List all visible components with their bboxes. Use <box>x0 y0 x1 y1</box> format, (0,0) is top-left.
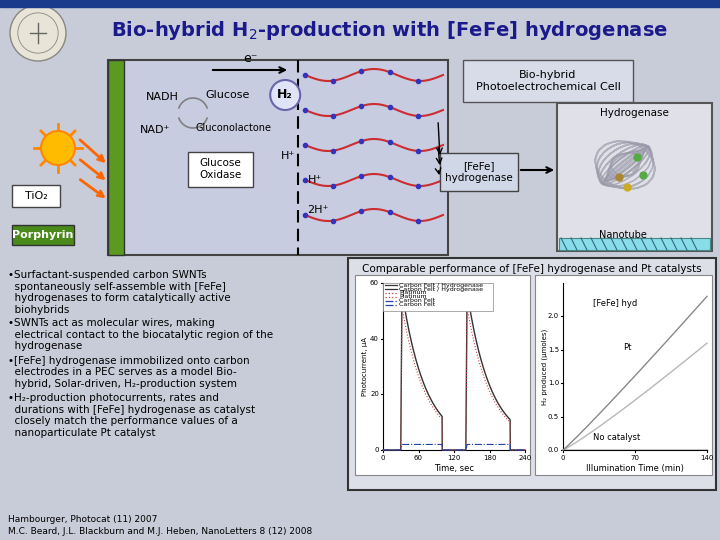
Text: •[FeFe] hydrogenase immobilized onto carbon
  electrodes in a PEC serves as a mo: •[FeFe] hydrogenase immobilized onto car… <box>8 355 250 389</box>
Text: 40: 40 <box>370 336 379 342</box>
Text: 2H⁺: 2H⁺ <box>307 205 329 215</box>
Bar <box>108 60 448 255</box>
Text: Glucose: Glucose <box>206 90 250 100</box>
Bar <box>559 238 710 250</box>
Text: 2.0: 2.0 <box>548 313 559 319</box>
Text: Comparable performance of [FeFe] hydrogenase and Pt catalysts: Comparable performance of [FeFe] hydroge… <box>362 264 702 274</box>
Text: No catalyst: No catalyst <box>593 434 640 442</box>
Bar <box>557 103 712 251</box>
Circle shape <box>41 131 75 165</box>
Text: 20: 20 <box>370 392 379 397</box>
Text: 120: 120 <box>447 455 461 461</box>
Text: 0.0: 0.0 <box>548 447 559 453</box>
Text: Bio-hybrid
Photoelectrochemical Cell: Bio-hybrid Photoelectrochemical Cell <box>476 70 621 92</box>
Bar <box>12 185 60 207</box>
Text: Platinum: Platinum <box>399 294 427 300</box>
Text: Nanotube: Nanotube <box>599 230 647 240</box>
Text: 0: 0 <box>374 447 379 453</box>
Bar <box>355 275 530 475</box>
Text: •SWNTs act as molecular wires, making
  electrical contact to the biocatalytic r: •SWNTs act as molecular wires, making el… <box>8 318 273 351</box>
Text: NADH: NADH <box>145 92 179 102</box>
Text: Porphyrin: Porphyrin <box>12 230 73 240</box>
Text: 1.0: 1.0 <box>548 380 559 386</box>
Text: 70: 70 <box>631 455 639 461</box>
Text: •H₂-production photocurrents, rates and
  durations with [FeFe] hydrogenase as c: •H₂-production photocurrents, rates and … <box>8 393 255 438</box>
Bar <box>348 258 716 490</box>
Text: Gluconolactone: Gluconolactone <box>195 123 271 133</box>
Text: TiO₂: TiO₂ <box>24 191 48 201</box>
Bar <box>108 60 124 255</box>
Text: 0: 0 <box>381 455 385 461</box>
Text: Illumination Time (min): Illumination Time (min) <box>586 464 684 473</box>
Bar <box>463 60 633 102</box>
Text: Platinum: Platinum <box>399 291 427 295</box>
Text: 140: 140 <box>701 455 714 461</box>
Text: 0: 0 <box>561 455 565 461</box>
Text: 1.5: 1.5 <box>548 347 559 353</box>
Circle shape <box>10 5 66 61</box>
Text: H⁺: H⁺ <box>308 175 322 185</box>
Text: 60: 60 <box>370 280 379 286</box>
Bar <box>12 225 74 245</box>
Text: Carbon Felt / Hydrogenase: Carbon Felt / Hydrogenase <box>399 287 483 292</box>
Bar <box>535 275 712 475</box>
Text: Carbon Felt: Carbon Felt <box>399 302 435 307</box>
Text: H₂: H₂ <box>277 89 293 102</box>
Text: H₂ produced (μmoles): H₂ produced (μmoles) <box>541 328 548 404</box>
Circle shape <box>270 80 300 110</box>
Text: Hydrogenase: Hydrogenase <box>600 108 669 118</box>
Text: •Surfactant-suspended carbon SWNTs
  spontaneously self-assemble with [FeFe]
  h: •Surfactant-suspended carbon SWNTs spont… <box>8 270 230 315</box>
Bar <box>440 153 518 191</box>
Text: 0.5: 0.5 <box>548 414 559 420</box>
Text: 60: 60 <box>414 455 423 461</box>
Text: NAD⁺: NAD⁺ <box>140 125 170 135</box>
Text: Glucose
Oxidase: Glucose Oxidase <box>199 158 241 180</box>
Text: 240: 240 <box>518 455 531 461</box>
Bar <box>188 152 253 187</box>
Text: Hambourger, Photocat (11) 2007: Hambourger, Photocat (11) 2007 <box>8 516 158 524</box>
Text: Carbon Felt: Carbon Felt <box>399 299 435 303</box>
Text: H⁺: H⁺ <box>281 151 295 161</box>
Text: e⁻: e⁻ <box>243 52 257 65</box>
Text: [FeFe] hyd: [FeFe] hyd <box>593 299 637 307</box>
Text: Bio-hybrid H$_2$-production with [FeFe] hydrogenase: Bio-hybrid H$_2$-production with [FeFe] … <box>112 19 669 43</box>
Text: [FeFe]
hydrogenase: [FeFe] hydrogenase <box>445 161 513 183</box>
Text: Carbon Felt / Hydrogenase: Carbon Felt / Hydrogenase <box>399 282 483 287</box>
Text: Photocurrent, μA: Photocurrent, μA <box>362 337 368 396</box>
Bar <box>383 283 493 311</box>
Text: M.C. Beard, J.L. Blackburn and M.J. Heben, NanoLetters 8 (12) 2008: M.C. Beard, J.L. Blackburn and M.J. Hebe… <box>8 528 312 537</box>
Text: 180: 180 <box>482 455 496 461</box>
Bar <box>0 0 720 7</box>
Text: Pt: Pt <box>623 343 631 353</box>
Text: Time, sec: Time, sec <box>434 464 474 473</box>
